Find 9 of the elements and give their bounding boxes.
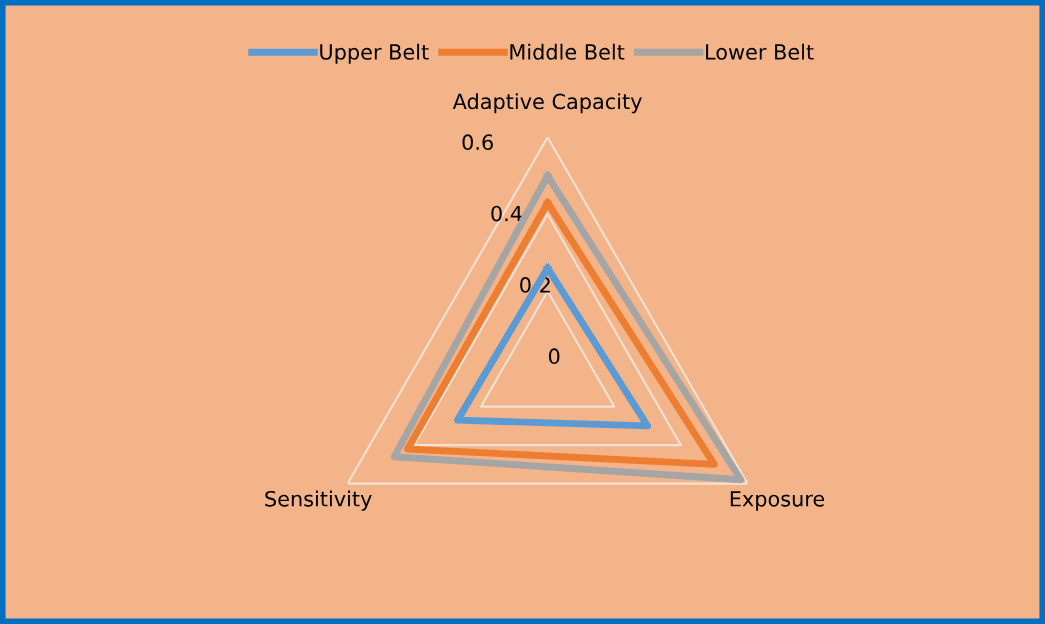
y-tick-label: 0.6 xyxy=(462,134,493,151)
legend-label: Middle Belt xyxy=(510,43,625,60)
legend-label: Lower Belt xyxy=(706,43,814,60)
y-tick-label: 0.4 xyxy=(491,205,522,222)
legend-label: Upper Belt xyxy=(320,43,429,64)
spoke-label: Sensitivity xyxy=(265,490,372,511)
spoke-label: Exposure xyxy=(730,491,825,511)
spoke-label: Adaptive Capacity xyxy=(452,93,642,114)
y-tick-label: 0 xyxy=(548,348,560,365)
